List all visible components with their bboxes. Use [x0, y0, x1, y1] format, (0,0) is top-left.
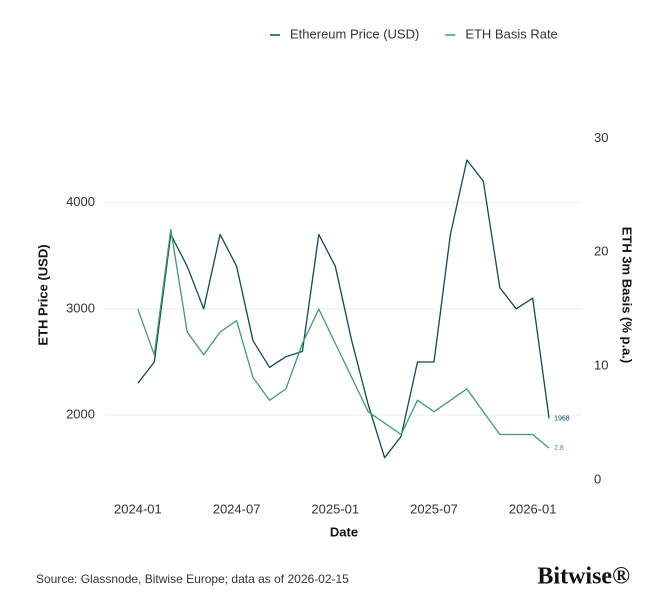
x-tick-label: 2026-01 — [509, 501, 557, 516]
x-axis-title: Date — [330, 524, 358, 539]
x-tick-label: 2025-07 — [410, 501, 458, 516]
y2-tick-label: 20 — [594, 244, 608, 259]
x-tick-label: 2025-01 — [311, 501, 359, 516]
y2-tick-label: 10 — [594, 358, 608, 373]
series-line — [137, 228, 550, 449]
y-tick-label: 2000 — [66, 407, 95, 422]
y2-tick-label: 30 — [594, 130, 608, 145]
y2-tick-label: 0 — [594, 471, 601, 486]
source-note: Source: Glassnode, Bitwise Europe; data … — [36, 572, 349, 586]
legend-label: ETH Basis Rate — [465, 26, 557, 41]
end-value-label: 2.8 — [554, 445, 564, 452]
x-tick-label: 2024-07 — [213, 501, 261, 516]
series-line — [137, 159, 550, 459]
end-value-label: 1968 — [554, 415, 570, 422]
x-tick-label: 2024-01 — [114, 501, 162, 516]
legend-label: Ethereum Price (USD) — [290, 26, 419, 41]
y-tick-label: 4000 — [66, 194, 95, 209]
y2-axis-title: ETH 3m Basis (% p.a.) — [620, 227, 635, 364]
y-tick-label: 3000 — [66, 300, 95, 315]
brand-logo: Bitwise® — [537, 564, 630, 590]
y-axis-title: ETH Price (USD) — [35, 244, 50, 345]
